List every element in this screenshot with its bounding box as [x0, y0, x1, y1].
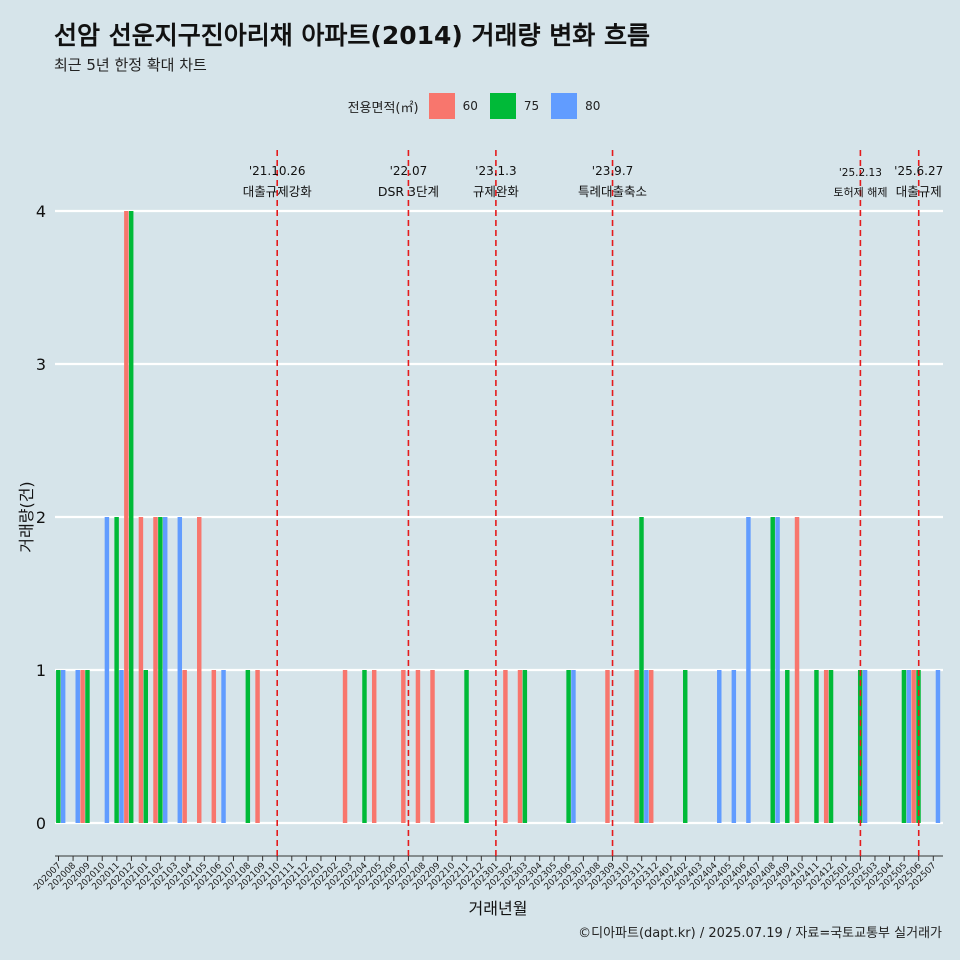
annotation-text: 토허제 해제: [833, 185, 887, 199]
source-caption: ©디아파트(dapt.kr) / 2025.07.19 / 자료=국토교통부 실…: [578, 926, 942, 941]
bar-75-202012: [128, 211, 134, 823]
bar-60-202209: [430, 670, 435, 823]
bar-75-202303: [522, 670, 528, 823]
bar-60-202506: [911, 670, 916, 823]
y-tick-label: 3: [36, 355, 46, 374]
bar-80-202010: [104, 517, 110, 823]
annotation-date: '25.6.27: [894, 164, 943, 178]
annotation-text: DSR 3단계: [378, 184, 439, 199]
bar-75-202311: [639, 517, 644, 823]
annotation-text: 대출규제강화: [243, 184, 313, 199]
bar-60-202205: [371, 670, 377, 823]
bar-75-202007: [56, 670, 61, 823]
bar-75-202211: [464, 670, 469, 823]
bar-75-202306: [566, 670, 571, 823]
bar-60-202312: [648, 670, 654, 823]
bar-60-202012: [124, 211, 129, 823]
bar-80-202507: [935, 670, 941, 823]
bar-60-202311: [634, 670, 639, 823]
annotation-date: '22.07: [390, 164, 428, 178]
bar-75-202411: [814, 670, 819, 823]
bar-75-202102: [158, 517, 163, 823]
bar-60-202302: [503, 670, 508, 823]
bar-60-202203: [342, 670, 348, 823]
bar-75-202409: [785, 670, 790, 823]
legend-label-75: 75: [523, 99, 540, 113]
legend-label-60: 60: [462, 99, 478, 113]
legend-key-75: [489, 93, 516, 119]
bar-80-202106: [221, 670, 226, 823]
legend-key-80: [551, 93, 578, 119]
x-axis-title: 거래년월: [469, 899, 528, 918]
bar-60-202109: [255, 670, 260, 823]
bar-80-202505: [906, 670, 912, 823]
bar-80-202406: [746, 517, 751, 823]
bar-60-202104: [182, 670, 187, 823]
bar-60-202207: [401, 670, 406, 823]
legend-title: 전용면적(㎡): [347, 100, 419, 116]
bar-60-202101: [138, 517, 144, 823]
y-tick-label: 0: [36, 814, 46, 833]
bar-80-202008: [75, 670, 80, 823]
legend: 전용면적(㎡) 60 75 80: [0, 93, 960, 119]
bar-60-202208: [415, 670, 421, 823]
annotation-text: 대출규제: [896, 184, 942, 199]
bar-75-202506: [916, 670, 921, 823]
annotation-date: '25.2.13: [839, 167, 882, 179]
bar-75-202505: [901, 670, 907, 823]
annotation-text: 특례대출축소: [578, 184, 647, 199]
bar-80-202007: [60, 670, 66, 823]
bar-60-202106: [211, 670, 217, 823]
bar-80-202311: [644, 670, 649, 823]
annotation-date: '23.1.3: [475, 164, 516, 178]
bar-75-202108: [245, 670, 251, 823]
bar-75-202204: [362, 670, 367, 823]
bar-60-202102: [153, 517, 158, 823]
bar-60-202105: [197, 517, 202, 823]
bar-80-202404: [717, 670, 722, 823]
bar-80-202405: [731, 670, 737, 823]
bar-80-202408: [775, 517, 780, 823]
bar-80-202502: [862, 670, 868, 823]
bar-75-202009: [85, 670, 90, 823]
bar-80-202103: [177, 517, 183, 823]
bar-75-202408: [770, 517, 775, 823]
y-tick-label: 4: [36, 202, 46, 221]
bar-60-202303: [517, 670, 523, 823]
chart-title: 선암 선운지구진아리채 아파트(2014) 거래량 변화 흐름: [54, 21, 650, 50]
legend-key-60: [428, 93, 455, 119]
bar-75-202502: [857, 670, 863, 823]
bar-75-202402: [683, 670, 688, 823]
bar-80-202306: [571, 670, 576, 823]
y-tick-label: 1: [36, 661, 46, 680]
bar-80-202011: [119, 670, 124, 823]
y-axis-title: 거래량(건): [17, 481, 36, 552]
bar-75-202011: [114, 517, 119, 823]
y-tick-label: 2: [36, 508, 46, 527]
annotation-date: '21.10.26: [249, 164, 306, 178]
bar-60-202309: [605, 670, 610, 823]
annotation-text: 규제완화: [473, 184, 520, 199]
bar-75-202412: [828, 670, 834, 823]
bar-60-202412: [823, 670, 829, 823]
annotation-date: '23.9.7: [592, 164, 633, 178]
bar-60-202009: [80, 670, 85, 823]
chart-subtitle: 최근 5년 한정 확대 차트: [54, 56, 207, 74]
bar-80-202102: [162, 517, 168, 823]
bar-75-202101: [143, 670, 149, 823]
bar-60-202410: [794, 517, 800, 823]
legend-label-80: 80: [585, 99, 601, 113]
